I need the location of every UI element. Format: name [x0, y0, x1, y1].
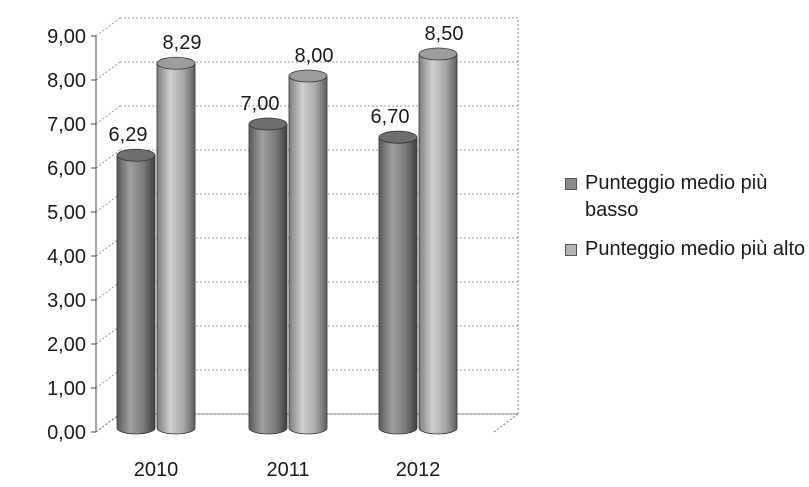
gridline-side	[95, 237, 121, 257]
data-label: 8,00	[295, 45, 334, 67]
y-tick-label: 2,00	[47, 334, 86, 356]
bar-body	[156, 62, 196, 435]
legend-item-high: Punteggio medio più alto	[563, 236, 809, 263]
data-label: 6,29	[109, 124, 148, 146]
y-tick-label: 8,00	[47, 70, 86, 92]
bar-high	[288, 69, 328, 435]
bar-high	[156, 56, 196, 435]
bar-body	[378, 136, 418, 435]
y-tick-label: 9,00	[47, 26, 86, 48]
gridline-side	[95, 149, 121, 169]
legend-item-low: Punteggio medio più basso	[563, 170, 809, 224]
bar-body	[248, 123, 288, 435]
bar-top	[288, 69, 328, 83]
axes: 0,00 1,00 2,00 3,00 4,00 5,00 6,00 7,00 8,00 9,00	[47, 26, 520, 444]
y-tick-label: 5,00	[47, 202, 86, 224]
y-tick-label: 0,00	[47, 422, 86, 444]
data-label: 6,70	[371, 106, 410, 128]
legend-swatch-low	[565, 178, 577, 190]
legend-swatch-high	[565, 244, 577, 256]
bar-top	[116, 148, 156, 162]
bar-low	[116, 148, 156, 435]
gridline-side	[95, 325, 121, 345]
bar-body	[288, 75, 328, 435]
x-tick-label: 2011	[266, 459, 309, 481]
bar-body	[116, 154, 156, 435]
legend-label-high: Punteggio medio più alto	[585, 238, 806, 260]
bar-top	[378, 130, 418, 144]
legend: Punteggio medio più basso Punteggio medi…	[563, 170, 809, 275]
gridline-side	[95, 17, 121, 37]
bar-top	[156, 56, 196, 70]
y-tick-label: 4,00	[47, 246, 86, 268]
gridline-side	[95, 369, 121, 389]
bar-top	[418, 47, 458, 61]
bar-body	[418, 53, 458, 435]
data-label: 8,29	[163, 32, 202, 54]
bars	[116, 47, 458, 435]
y-tick-label: 7,00	[47, 114, 86, 136]
data-label: 8,50	[425, 23, 464, 45]
bar-low	[378, 130, 418, 435]
bar-top	[248, 117, 288, 131]
bar-low	[248, 117, 288, 435]
y-tick-label: 6,00	[47, 158, 86, 180]
labels: 6,29 8,29 2010 7,00 8,00 2011 6,70 8,50 2012	[109, 23, 464, 481]
y-tick-label: 1,00	[47, 378, 86, 400]
gridline-side	[95, 61, 121, 81]
legend-label-low: Punteggio medio più basso	[585, 172, 768, 221]
gridline-side	[95, 193, 121, 213]
y-tick-label: 3,00	[47, 290, 86, 312]
x-tick-label: 2012	[396, 459, 441, 481]
x-tick-label: 2010	[134, 459, 179, 481]
bar-chart: 0,00 1,00 2,00 3,00 4,00 5,00 6,00 7,00 8,00 9,00…	[47, 17, 520, 481]
data-label: 7,00	[241, 93, 280, 115]
bar-high	[418, 47, 458, 435]
gridline-side	[95, 281, 121, 301]
gridline-side	[95, 105, 121, 125]
